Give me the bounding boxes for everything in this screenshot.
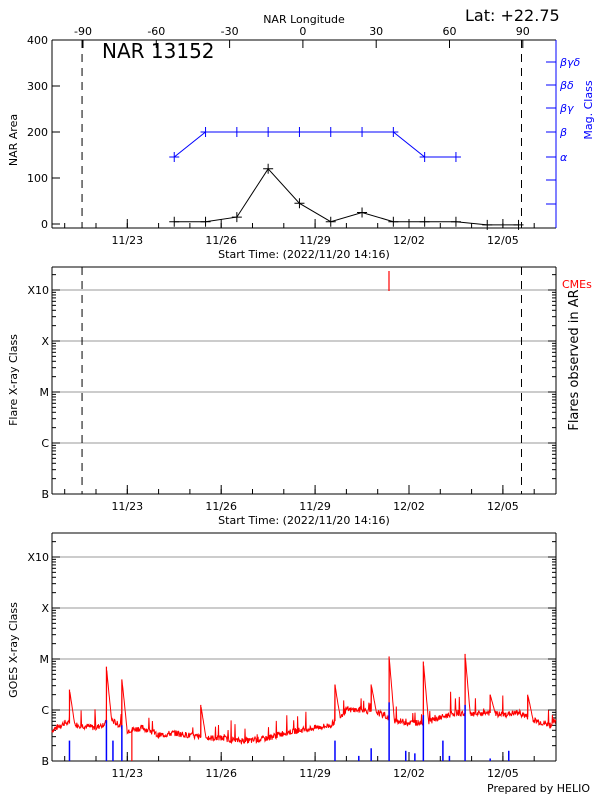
flare-panel-y-tick-label: X (41, 335, 49, 348)
nar-area-y-tick-label: 400 (27, 34, 48, 47)
goes-panel-y-tick-label: M (40, 653, 50, 666)
mag-class-line (173, 131, 456, 158)
mag-class-point (231, 127, 242, 137)
mag-class-point (200, 127, 211, 137)
nar-area-point (513, 219, 524, 230)
mag-class-tick-label: βγδ (559, 56, 581, 69)
goes-panel-y-tick-label: B (41, 755, 49, 768)
mag-class-point (169, 152, 180, 162)
panel1-xlabel: Start Time: (2022/11/20 14:16) (218, 248, 390, 261)
nar-area-y-tick-label: 100 (27, 172, 48, 185)
cmes-label: CMEs (562, 278, 592, 291)
mag-class-tick-label: βγ (559, 102, 574, 115)
nar-area-point (419, 216, 430, 227)
flare-panel-y-tick-label: B (41, 488, 49, 501)
latitude-label: Lat: +22.75 (465, 6, 560, 25)
nar-panel-x-tick-label: 12/05 (487, 234, 519, 247)
flare-panel-x-tick-label: 11/26 (205, 500, 237, 513)
mag-class-tick-label: βδ (559, 79, 574, 92)
mag-class-point (357, 127, 368, 137)
longitude-tick-label: 30 (369, 25, 383, 38)
nar-area-point (450, 216, 461, 227)
mag-class-point (419, 152, 430, 162)
nar-area-point (357, 207, 368, 218)
nar-area-axis-label: NAR Area (7, 114, 20, 166)
nar-area-point (482, 219, 493, 230)
flare-class-axis-label: Flare X-ray Class (7, 334, 20, 426)
flares-observed-axis-label: Flares observed in AR (567, 289, 582, 430)
longitude-tick-label: -90 (74, 25, 92, 38)
goes-panel-x-tick-label: 12/05 (487, 767, 519, 780)
goes-panel-y-tick-label: X (41, 602, 49, 615)
nar-panel-x-tick-label: 11/29 (299, 234, 331, 247)
nar-panel-x-tick-label: 11/26 (205, 234, 237, 247)
nar-area-point (325, 216, 336, 227)
nar-area-y-tick-label: 0 (41, 218, 48, 231)
flare-panel-x-tick-label: 11/23 (111, 500, 143, 513)
goes-panel-x-tick-label: 11/23 (111, 767, 143, 780)
goes-panel-x-tick-label: 11/29 (299, 767, 331, 780)
nar-longitude-label: NAR Longitude (263, 13, 345, 26)
mag-class-point (325, 127, 336, 137)
panel2-xlabel: Start Time: (2022/11/20 14:16) (218, 514, 390, 527)
nar-area-line (174, 167, 519, 226)
flare-panel-y-tick-label: M (40, 386, 50, 399)
flare-panel-x-tick-label: 11/29 (299, 500, 331, 513)
nar-area-point (388, 216, 399, 227)
goes-panel-y-tick-label: C (41, 704, 49, 717)
flare-panel-x-tick-label: 12/05 (487, 500, 519, 513)
mag-class-point (263, 127, 274, 137)
nar-area-point (294, 198, 305, 209)
flare-panel-y-tick-label: X10 (27, 284, 49, 297)
nar-area-point (231, 212, 242, 223)
goes-panel-x-tick-label: 12/02 (393, 767, 425, 780)
nar-area-y-tick-label: 200 (27, 126, 48, 139)
flare-panel-x-tick-label: 12/02 (393, 500, 425, 513)
nar-area-point (200, 216, 211, 227)
mag-class-axis-label: Mag. Class (582, 80, 595, 139)
mag-class-tick-label: α (560, 151, 568, 164)
mag-class-tick-label: β (559, 126, 567, 139)
mag-class-point (450, 152, 461, 162)
goes-class-axis-label: GOES X-ray Class (7, 602, 20, 698)
mag-class-point (388, 127, 399, 137)
goes-flux-line (51, 657, 557, 745)
goes-panel-y-tick-label: X10 (27, 551, 49, 564)
longitude-tick-label: -60 (147, 25, 165, 38)
goes-panel-x-tick-label: 11/26 (205, 767, 237, 780)
nar-panel-x-tick-label: 11/23 (111, 234, 143, 247)
nar-area-point (169, 216, 180, 227)
helio-credit: Prepared by HELIO (487, 782, 590, 795)
region-title: NAR 13152 (102, 39, 215, 63)
longitude-tick-label: 60 (443, 25, 457, 38)
nar-area-y-tick-label: 300 (27, 80, 48, 93)
flare-panel-y-tick-label: C (41, 437, 49, 450)
longitude-tick-label: 0 (299, 25, 306, 38)
nar-area-point (263, 163, 274, 174)
mag-class-point (294, 127, 305, 137)
nar-panel-x-tick-label: 12/02 (393, 234, 425, 247)
longitude-tick-label: 90 (516, 25, 530, 38)
longitude-tick-label: -30 (221, 25, 239, 38)
